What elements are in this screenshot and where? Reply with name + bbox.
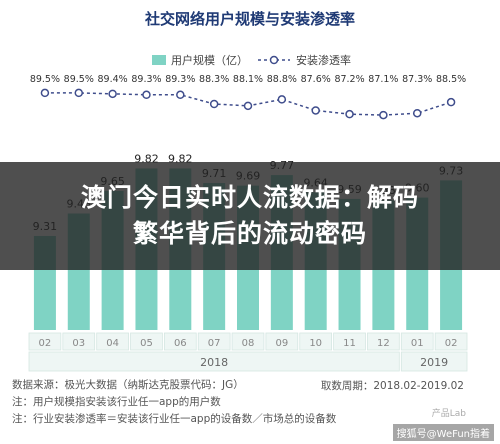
penetration-label: 89.3% xyxy=(131,74,161,85)
wechat-watermark: 搜狐号@WeFun指着 xyxy=(392,424,494,441)
penetration-label: 88.1% xyxy=(233,74,263,85)
penetration-point xyxy=(379,110,388,120)
chart-title: 社交网络用户规模与安装渗透率 xyxy=(144,10,355,28)
x-tick-box xyxy=(231,332,265,351)
x-tick-box xyxy=(299,332,333,351)
penetration-label: 88.5% xyxy=(436,74,466,85)
x-tick-label: 07 xyxy=(208,338,221,349)
penetration-label: 87.2% xyxy=(334,74,364,85)
penetration-label: 87.3% xyxy=(402,74,432,85)
penetration-label: 89.3% xyxy=(165,74,195,85)
penetration-point xyxy=(209,99,219,109)
penetration-point xyxy=(412,108,422,118)
penetration-point xyxy=(176,90,185,100)
x-tick-box xyxy=(197,332,231,351)
x-tick-box xyxy=(130,332,163,351)
penetration-point xyxy=(243,101,253,111)
penetration-point xyxy=(108,89,117,99)
penetration-label: 89.5% xyxy=(64,74,94,85)
x-tick-label: 05 xyxy=(140,338,153,349)
x-tick-box xyxy=(333,332,366,351)
x-tick-label: 01 xyxy=(411,338,424,349)
x-tick-box xyxy=(62,332,96,351)
x-tick-box xyxy=(434,332,468,351)
headline-line-2: 繁华背后的流动密码 xyxy=(132,219,367,248)
x-tick-label: 10 xyxy=(309,338,322,349)
x-tick-label: 04 xyxy=(106,338,119,349)
x-tick-label: 08 xyxy=(242,338,255,349)
x-tick-label: 11 xyxy=(343,338,356,349)
x-tick-label: 09 xyxy=(275,338,288,349)
penetration-label: 87.6% xyxy=(301,74,331,85)
penetration-point xyxy=(74,88,84,98)
x-tick-box xyxy=(96,332,129,351)
legend-bar-label: 用户规模（亿） xyxy=(171,53,248,67)
penetration-label: 88.8% xyxy=(267,74,297,85)
x-axis: 02 03 04 05 06 07 08 09 10 11 12 01 02 2018 2019 xyxy=(28,332,468,372)
x-tick-box xyxy=(28,332,62,351)
x-tick-label: 02 xyxy=(39,338,52,349)
penetration-point xyxy=(446,97,456,107)
penetration-point xyxy=(311,106,320,115)
legend-line-label: 安装渗透率 xyxy=(296,53,351,67)
penetration-label: 88.3% xyxy=(199,74,229,85)
year-group-box xyxy=(28,351,400,372)
note-user-scale: 注：用户规模指安装该行业任一app的用户数 xyxy=(12,396,221,408)
headline-overlay: 澳门今日实时人流数据：解码 繁华背后的流动密码 xyxy=(0,162,500,270)
penetration-point xyxy=(277,95,287,104)
x-tick-box xyxy=(163,332,197,351)
line-layer: 89.5% 89.5% 89.4% 89.3% 89.3% 88.3% 88.1% 88.8%… xyxy=(30,74,466,120)
x-tick-box xyxy=(367,332,400,351)
year-group-box xyxy=(400,351,468,372)
year-group-label: 2019 xyxy=(420,356,448,369)
x-tick-label: 02 xyxy=(445,338,458,349)
x-tick-label: 03 xyxy=(72,338,85,349)
legend: 用户规模（亿） 安装渗透率 xyxy=(152,53,351,67)
x-tick-label: 06 xyxy=(174,338,187,349)
note-penetration: 注：行业安装渗透率＝安装该行业任一app的设备数／市场总的设备数 xyxy=(12,413,337,425)
penetration-point xyxy=(40,88,50,98)
x-tick-box xyxy=(400,332,434,351)
penetration-label: 89.4% xyxy=(98,74,128,85)
penetration-point xyxy=(345,109,354,119)
data-source: 数据来源：极光大数据（纳斯达克股票代码：JG） xyxy=(12,379,244,391)
penetration-point xyxy=(142,90,151,100)
year-group-label: 2018 xyxy=(200,356,228,369)
penetration-label: 89.5% xyxy=(30,74,60,85)
legend-bar-swatch xyxy=(152,55,166,65)
penetration-label: 87.1% xyxy=(368,74,398,85)
brand-watermark: 产品Lab xyxy=(431,409,466,419)
legend-line-marker xyxy=(269,55,279,65)
footer-notes: 数据来源：极光大数据（纳斯达克股票代码：JG） 注：用户规模指安装该行业任一ap… xyxy=(12,377,336,428)
data-period: 取数周期：2018.02-2019.02 xyxy=(320,380,464,392)
x-tick-label: 12 xyxy=(377,338,390,349)
headline-line-1: 澳门今日实时人流数据：解码 xyxy=(80,183,419,212)
x-tick-box xyxy=(265,332,299,351)
